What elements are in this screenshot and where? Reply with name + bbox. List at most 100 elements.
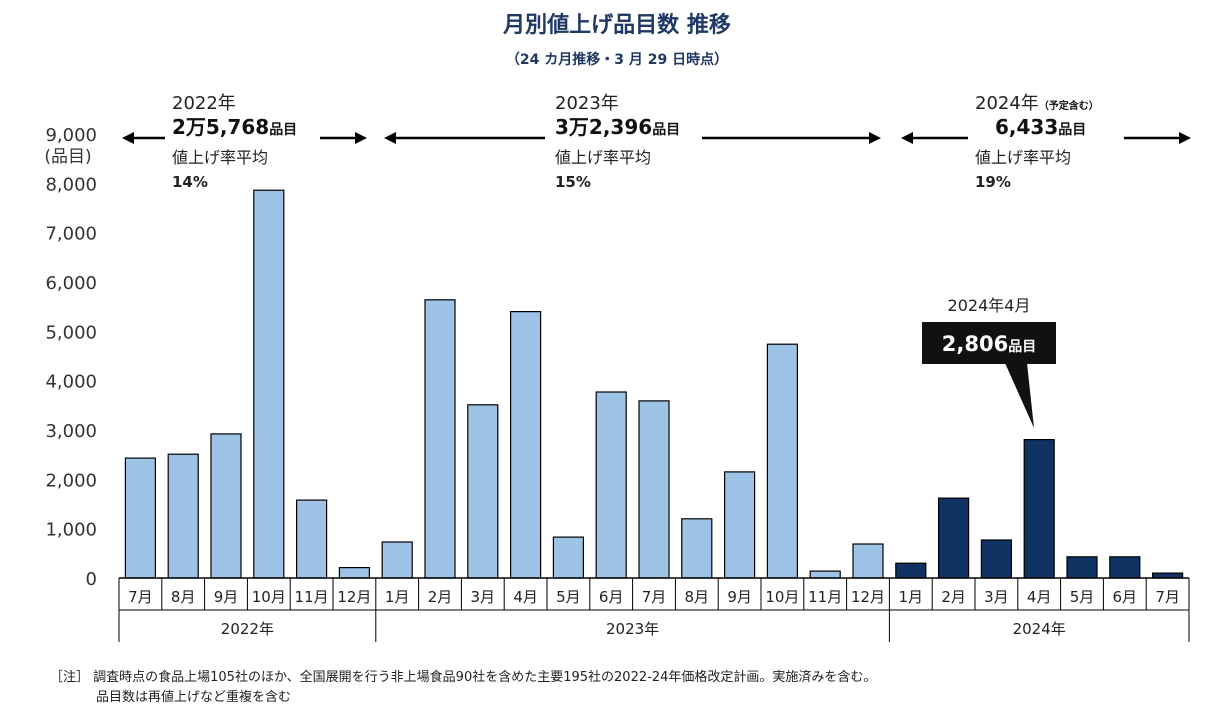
annotation-total-unit: 品目 bbox=[1058, 122, 1086, 138]
y-tick-label: 0 bbox=[86, 569, 97, 590]
y-tick-label: 1,000 bbox=[45, 520, 97, 541]
callout-value: 2,806 bbox=[942, 332, 1008, 356]
annotation-rate-label: 値上げ率平均 bbox=[975, 148, 1071, 167]
arrow-right-icon bbox=[1179, 132, 1191, 144]
x-tick-label: 2月 bbox=[428, 588, 453, 606]
y-tick-label: 7,000 bbox=[45, 224, 97, 245]
bar bbox=[766, 343, 799, 579]
annotation-2022: 2022年 2万5,768品目 値上げ率平均 14% bbox=[122, 93, 367, 191]
bar bbox=[681, 518, 713, 579]
y-tick-label: 9,000 bbox=[45, 125, 97, 146]
year-label: 2022年 bbox=[221, 620, 274, 638]
year-label: 2023年 bbox=[606, 620, 659, 638]
x-axis bbox=[118, 577, 1190, 642]
bar bbox=[338, 566, 370, 579]
y-tick-label: 3,000 bbox=[45, 421, 97, 442]
x-tick-label: 8月 bbox=[685, 588, 710, 606]
bar bbox=[381, 541, 413, 579]
bar bbox=[638, 400, 670, 579]
arrow-right-icon bbox=[355, 132, 367, 144]
bar bbox=[253, 189, 285, 579]
annotation-year-label: 2024年（予定含む） bbox=[975, 93, 1099, 114]
arrow-left-icon bbox=[901, 132, 913, 144]
annotation-year-label: 2022年 bbox=[172, 93, 236, 114]
x-tick-label: 10月 bbox=[252, 588, 286, 606]
chart-subtitle: （24 カ月推移・3 月 29 日時点） bbox=[506, 51, 728, 68]
y-tick-label: 5,000 bbox=[45, 322, 97, 343]
annotation-rate-value: 14% bbox=[172, 173, 208, 191]
annotation-year-note: （予定含む） bbox=[1039, 99, 1099, 112]
y-tick-label: 8,000 bbox=[45, 174, 97, 195]
callout-box bbox=[922, 322, 1056, 364]
annotation-rate-value: 15% bbox=[555, 173, 591, 191]
annotation-total-value: 6,433 bbox=[995, 115, 1058, 139]
x-tick-label: 7月 bbox=[1155, 588, 1180, 606]
arrow-left-icon bbox=[384, 132, 396, 144]
arrow-right-icon bbox=[869, 132, 881, 144]
y-axis-label: (品目) bbox=[44, 147, 91, 167]
arrow-left-icon bbox=[122, 132, 134, 144]
x-tick-label: 9月 bbox=[214, 588, 239, 606]
annotation-total-value: 2,396 bbox=[589, 115, 652, 139]
year-annotations: 2022年 2万5,768品目 値上げ率平均 14% 2023年 3万2,396… bbox=[122, 93, 1191, 191]
bar bbox=[296, 499, 328, 579]
annotation-total-value: 5,768 bbox=[206, 115, 269, 139]
bar bbox=[552, 536, 585, 579]
x-tick-label: 3月 bbox=[471, 588, 496, 606]
x-tick-label: 12月 bbox=[337, 588, 371, 606]
callout-text: 2,806品目 bbox=[942, 332, 1036, 356]
bar bbox=[1066, 556, 1098, 579]
x-tick-label: 10月 bbox=[765, 588, 799, 606]
x-tick-label: 2月 bbox=[941, 588, 966, 606]
bar bbox=[167, 453, 199, 579]
annotation-total-prefix: 3万 bbox=[555, 115, 589, 139]
x-tick-label: 4月 bbox=[1027, 588, 1052, 606]
x-tick-label: 3月 bbox=[984, 588, 1009, 606]
callout: 2024年4月 2,806品目 bbox=[922, 296, 1056, 428]
annotation-total-prefix: 2万 bbox=[172, 115, 206, 139]
annotation-rate-value: 19% bbox=[975, 173, 1011, 191]
annotation-total: 6,433品目 bbox=[995, 115, 1086, 139]
annotation-total: 2万5,768品目 bbox=[172, 115, 297, 139]
bars bbox=[124, 189, 1184, 579]
x-axis-year-labels: 2022年 2023年 2024年 bbox=[221, 620, 1066, 638]
year-label: 2024年 bbox=[1013, 620, 1066, 638]
chart-title: 月別値上げ品目数 推移 bbox=[502, 12, 731, 38]
callout-pointer bbox=[1005, 363, 1034, 428]
bar bbox=[895, 562, 927, 579]
bar bbox=[510, 311, 542, 579]
bar bbox=[1109, 556, 1141, 579]
bar bbox=[424, 299, 456, 579]
x-tick-label: 1月 bbox=[385, 588, 410, 606]
y-tick-label: 2,000 bbox=[45, 470, 97, 491]
bar bbox=[852, 543, 884, 579]
x-tick-label: 7月 bbox=[642, 588, 667, 606]
annotation-year-label: 2023年 bbox=[555, 93, 619, 114]
x-tick-label: 5月 bbox=[556, 588, 581, 606]
footnote-line-2: 品目数は再値上げなど重複を含む bbox=[96, 689, 291, 705]
x-tick-label: 5月 bbox=[1070, 588, 1095, 606]
bar bbox=[595, 391, 627, 579]
annotation-rate-label: 値上げ率平均 bbox=[555, 148, 651, 167]
annotation-total-unit: 品目 bbox=[652, 122, 680, 138]
y-tick-label: 4,000 bbox=[45, 372, 97, 393]
x-tick-label: 12月 bbox=[851, 588, 885, 606]
y-tick-label: 6,000 bbox=[45, 273, 97, 294]
annotation-total: 3万2,396品目 bbox=[555, 115, 680, 139]
x-tick-label: 11月 bbox=[295, 588, 329, 606]
footnote-line-1: ［注］ 調査時点の食品上場105社のほか、全国展開を行う非上場食品90社を含めた… bbox=[50, 669, 876, 685]
annotation-total-unit: 品目 bbox=[269, 122, 297, 138]
x-tick-label: 8月 bbox=[171, 588, 196, 606]
x-tick-label: 11月 bbox=[808, 588, 842, 606]
annotation-2024: 2024年（予定含む） 6,433品目 値上げ率平均 19% bbox=[901, 93, 1191, 191]
x-tick-label: 1月 bbox=[899, 588, 924, 606]
x-tick-label: 9月 bbox=[727, 588, 752, 606]
annotation-rate-label: 値上げ率平均 bbox=[172, 148, 268, 167]
bar bbox=[937, 497, 970, 579]
x-tick-label: 7月 bbox=[128, 588, 153, 606]
callout-unit: 品目 bbox=[1008, 339, 1036, 355]
bar bbox=[723, 471, 756, 579]
y-axis-ticks: 0 1,000 2,000 3,000 4,000 5,000 6,000 7,000 8,00… bbox=[45, 125, 97, 590]
x-tick-label: 4月 bbox=[513, 588, 538, 606]
